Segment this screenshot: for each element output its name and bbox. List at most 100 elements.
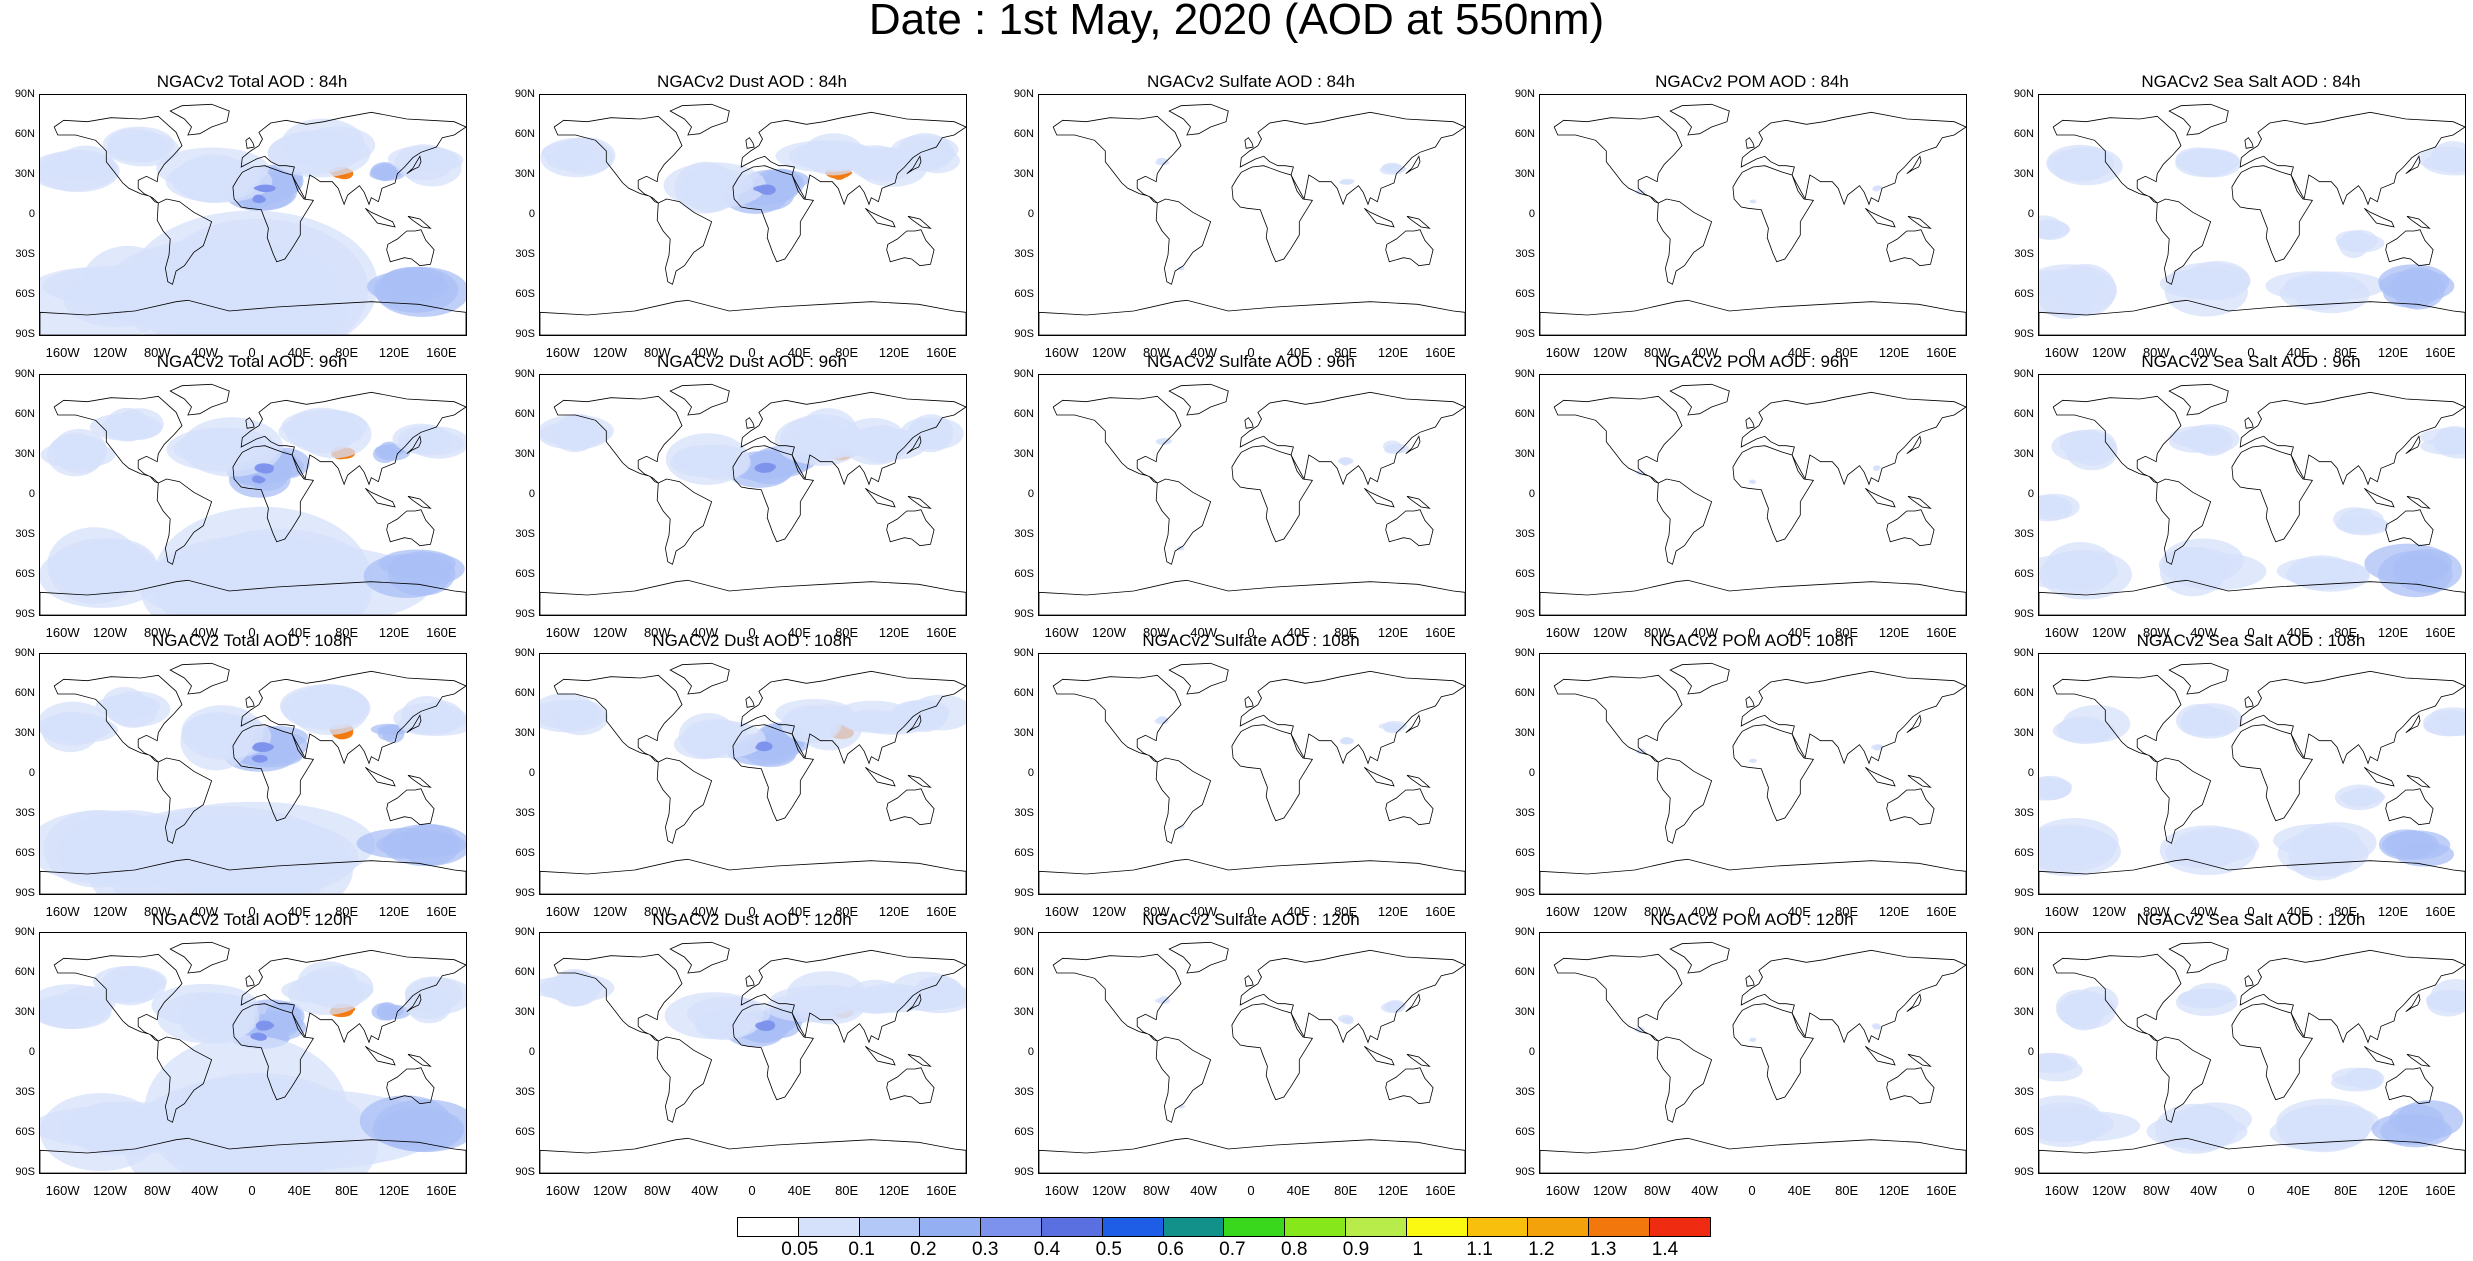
aod-blob bbox=[2039, 500, 2070, 516]
coastline bbox=[2385, 788, 2434, 826]
panel-title: NGACv2 Dust AOD : 96h bbox=[657, 352, 847, 371]
coastline bbox=[553, 953, 683, 1042]
lon-tick-label: 80E bbox=[1334, 904, 1358, 919]
lat-tick-label: 30N bbox=[1013, 727, 1034, 739]
lat-tick-label: 30N bbox=[2013, 1006, 2034, 1018]
coastline bbox=[669, 103, 730, 136]
lat-tick-label: 90N bbox=[514, 88, 535, 100]
lat-tick-label: 30S bbox=[1014, 528, 1034, 540]
coastline bbox=[907, 495, 932, 509]
lat-tick-label: 30N bbox=[1514, 1006, 1535, 1018]
map-svg bbox=[540, 103, 966, 335]
lon-tick-label: 80W bbox=[643, 904, 671, 919]
coastline bbox=[1745, 975, 1755, 987]
lat-tick-label: 60N bbox=[1013, 128, 1034, 140]
lat-tick-label: 30N bbox=[514, 168, 535, 180]
lat-tick-label: 60S bbox=[1515, 288, 1535, 300]
lat-tick-label: 30S bbox=[1014, 248, 1034, 260]
lon-tick-label: 40W bbox=[2190, 904, 2218, 919]
colorbar-box bbox=[1162, 1217, 1225, 1237]
aod-blob bbox=[296, 410, 372, 459]
coastline bbox=[407, 1053, 432, 1067]
coastline bbox=[740, 391, 966, 486]
lon-tick-label: 80E bbox=[835, 345, 859, 360]
lon-tick-label: 80W bbox=[143, 345, 171, 360]
lon-tick-label: 40E bbox=[1286, 345, 1310, 360]
coastline bbox=[245, 975, 255, 987]
aod-blob bbox=[373, 1099, 466, 1153]
aod-blob bbox=[393, 702, 466, 734]
world-map bbox=[1539, 374, 1967, 616]
lat-tick-label: 90N bbox=[1514, 368, 1535, 380]
aod-blob bbox=[1873, 465, 1881, 470]
colorbar-label: 1.3 bbox=[1589, 1239, 1617, 1260]
coastline bbox=[1385, 788, 1434, 826]
aod-blob bbox=[1636, 748, 1645, 754]
map-svg bbox=[40, 941, 466, 1173]
lat-tick-label: 0 bbox=[28, 208, 35, 220]
lat-tick-label: 90N bbox=[1013, 926, 1034, 938]
map-panel-total: NGACv2 Total AOD : 108h 90N 60N 30N 0 30S 60S 9… bbox=[0, 627, 506, 937]
world-map bbox=[539, 932, 967, 1174]
lat-tick-label: 90N bbox=[2013, 88, 2034, 100]
coastline bbox=[1244, 975, 1254, 987]
lat-tick-label: 0 bbox=[28, 767, 35, 779]
coastline bbox=[169, 383, 230, 416]
lon-tick-label: 80W bbox=[1643, 1183, 1671, 1198]
coastline bbox=[2239, 949, 2465, 1044]
lat-tick-label: 60N bbox=[14, 966, 35, 978]
aod-blob bbox=[254, 196, 265, 202]
lon-tick-label: 160E bbox=[426, 904, 457, 919]
aod-blob bbox=[40, 997, 112, 1030]
coastline bbox=[2364, 766, 2395, 787]
aod-blob bbox=[842, 418, 905, 455]
colorbar-box bbox=[1405, 1217, 1468, 1237]
coastline bbox=[2039, 579, 2465, 615]
coastline bbox=[2244, 975, 2254, 987]
coastline bbox=[240, 111, 466, 206]
coastline bbox=[1231, 445, 1314, 543]
coastline bbox=[156, 757, 213, 844]
lon-tick-label: 40E bbox=[1286, 904, 1310, 919]
world-map bbox=[1539, 653, 1967, 895]
coastline bbox=[406, 714, 422, 734]
lon-tick-label: 120E bbox=[878, 1183, 910, 1198]
panel-title: NGACv2 Dust AOD : 84h bbox=[657, 72, 847, 91]
coastline bbox=[232, 1003, 315, 1101]
lon-tick-label: 160W bbox=[45, 625, 80, 640]
colorbar-label: 0.4 bbox=[1033, 1239, 1061, 1260]
lat-tick-label: 0 bbox=[28, 488, 35, 500]
lat-tick-label: 60S bbox=[1014, 288, 1034, 300]
lat-tick-label: 30N bbox=[514, 448, 535, 460]
coastline bbox=[740, 670, 966, 765]
lat-tick-label: 30S bbox=[15, 807, 35, 819]
aod-blob bbox=[252, 754, 267, 761]
coastline bbox=[886, 229, 935, 267]
lon-tick-label: 0 bbox=[2247, 1183, 2255, 1198]
lat-tick-label: 0 bbox=[528, 208, 535, 220]
colorbar-label: 0.05 bbox=[781, 1239, 819, 1260]
aod-blob bbox=[40, 1105, 187, 1148]
lon-tick-label: 80W bbox=[143, 625, 171, 640]
lon-tick-label: 80W bbox=[643, 345, 671, 360]
coastline bbox=[907, 774, 932, 788]
lon-tick-label: 120E bbox=[1878, 904, 1910, 919]
lon-tick-label: 120W bbox=[1092, 345, 1126, 360]
coastline bbox=[1553, 674, 1683, 763]
lat-tick-label: 0 bbox=[1528, 1046, 1535, 1058]
aod-blob bbox=[179, 992, 256, 1044]
coastline bbox=[365, 766, 396, 787]
coastline bbox=[1906, 155, 1922, 175]
lon-tick-label: 80E bbox=[1835, 1183, 1859, 1198]
aod-blob bbox=[381, 266, 445, 297]
lon-tick-label: 120W bbox=[1092, 1183, 1126, 1198]
map-panel-seasalt: NGACv2 Sea Salt AOD : 120h 90N 60N 30N 0 30S 6… bbox=[1999, 906, 2473, 1216]
aod-blob bbox=[2059, 429, 2111, 457]
coastline bbox=[1669, 941, 1730, 974]
lat-tick-label: 0 bbox=[1027, 767, 1034, 779]
lon-tick-label: 40W bbox=[691, 1183, 719, 1198]
world-map bbox=[1038, 932, 1466, 1174]
aod-blob bbox=[2039, 1056, 2072, 1071]
lon-tick-label: 120E bbox=[378, 904, 410, 919]
lon-tick-label: 40E bbox=[1286, 1183, 1310, 1198]
